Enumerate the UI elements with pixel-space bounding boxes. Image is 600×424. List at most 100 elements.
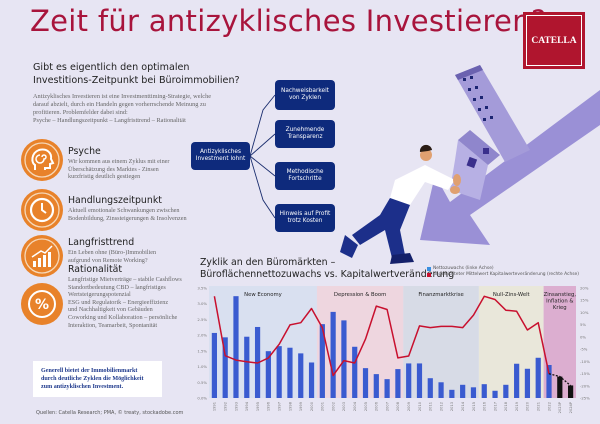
x-axis-tick: 2012 bbox=[439, 402, 443, 411]
intro-text: Antizyklisches Investieren ist eine Inve… bbox=[33, 93, 213, 125]
intro-problem-list: Psyche – Handlungszeitpunkt – Langfristt… bbox=[33, 117, 186, 125]
x-axis-tick: 1999 bbox=[299, 401, 303, 411]
x-axis-tick: 2003 bbox=[342, 402, 346, 411]
bar bbox=[244, 336, 250, 398]
illustration-man-pushing-building bbox=[340, 65, 600, 264]
right-axis-tick: 15% bbox=[580, 298, 589, 303]
bar bbox=[546, 365, 552, 398]
x-axis-tick: 1995 bbox=[256, 402, 260, 411]
phase-label: Zinsanstieg, bbox=[544, 292, 577, 298]
factor-text-langfristtrend: Ein Leben ohne (Büro-)Immobilien aufgrun… bbox=[68, 249, 157, 264]
right-axis-tick: -25% bbox=[580, 396, 590, 401]
bar bbox=[384, 379, 390, 398]
phase-label: Finanzmarktkrise bbox=[418, 292, 463, 298]
left-axis-tick: 3.5% bbox=[197, 286, 207, 291]
growth-chart-icon bbox=[21, 235, 63, 277]
list-item: Interaktion, Teamarbeit, Spontanität bbox=[68, 321, 158, 329]
x-axis-tick: 2022 bbox=[547, 402, 551, 411]
diagram-branch-box: Methodische Fortschritte bbox=[275, 162, 335, 190]
bar bbox=[287, 347, 293, 398]
bar bbox=[222, 337, 228, 398]
chart-title: Zyklik an den Büromärkten – Büroflächenn… bbox=[200, 257, 454, 281]
legend-swatch bbox=[427, 267, 431, 271]
bar bbox=[330, 311, 336, 398]
subtitle: Gibt es eigentlich den optimalen Investi… bbox=[33, 61, 240, 87]
x-axis-tick: 2023P bbox=[558, 401, 562, 413]
factor-text-psyche: Wir kommen aus einem Zyklus mit einer Üb… bbox=[68, 158, 170, 181]
x-axis-tick: 2010 bbox=[418, 401, 422, 411]
right-axis-tick: 10% bbox=[580, 310, 589, 315]
x-axis-tick: 2007 bbox=[385, 402, 389, 411]
phase-band bbox=[403, 286, 479, 398]
legend-label: Nettozuwachs (linke Achse) bbox=[433, 266, 494, 271]
phase-band bbox=[316, 286, 404, 398]
legend-item-bars: Nettozuwachs (linke Achse) bbox=[427, 266, 579, 272]
factor-title-langfristtrend: Langfristtrend bbox=[68, 237, 135, 248]
right-axis-tick: 5% bbox=[580, 322, 586, 327]
legend-swatch bbox=[427, 273, 431, 277]
bar bbox=[460, 384, 466, 398]
x-axis-tick: 2017 bbox=[493, 402, 497, 411]
x-axis-tick: 1997 bbox=[277, 402, 281, 411]
list-item: Wertsteigerungspotenzial bbox=[68, 291, 131, 299]
bar bbox=[492, 390, 498, 398]
legend-item-line: ungewichteter Mittelwert Kapitalwertever… bbox=[427, 272, 579, 278]
percent-icon: % bbox=[21, 283, 63, 325]
x-axis-tick: 2018 bbox=[504, 401, 508, 411]
chart-legend: Nettozuwachs (linke Achse) ungewichteter… bbox=[427, 266, 579, 278]
bar bbox=[373, 374, 379, 398]
diagram-branch-box: Hinweis auf Profit trotz Kosten bbox=[275, 204, 335, 232]
x-axis-tick: 2011 bbox=[429, 402, 433, 411]
house-icon bbox=[450, 130, 500, 200]
right-axis-tick: 20% bbox=[580, 286, 589, 291]
bar bbox=[362, 368, 369, 398]
x-axis-tick: 2019 bbox=[515, 401, 519, 411]
left-axis-tick: 0.0% bbox=[197, 396, 207, 401]
bar bbox=[438, 382, 444, 398]
left-axis-tick: 3.0% bbox=[197, 301, 207, 306]
x-axis-tick: 1994 bbox=[245, 401, 249, 411]
x-axis-tick: 2001 bbox=[321, 402, 325, 411]
x-axis-tick: 2020 bbox=[526, 401, 530, 411]
phase-label: New Economy bbox=[244, 292, 282, 298]
right-axis-tick: -20% bbox=[580, 383, 590, 388]
x-axis-tick: 2015 bbox=[472, 402, 476, 411]
phase-label: Krieg bbox=[553, 305, 567, 311]
x-axis-tick: 2005 bbox=[364, 402, 368, 411]
svg-text:%: % bbox=[35, 297, 49, 313]
x-axis-tick: 1996 bbox=[267, 401, 271, 411]
bar bbox=[470, 387, 477, 398]
x-axis-tick: 2013 bbox=[450, 402, 454, 411]
bar bbox=[416, 363, 423, 398]
x-axis-tick: 2000 bbox=[310, 401, 314, 411]
bar bbox=[298, 353, 304, 398]
x-axis-tick: 1998 bbox=[288, 401, 292, 411]
bar bbox=[568, 385, 574, 398]
x-axis-tick: 2016 bbox=[483, 401, 487, 411]
bar bbox=[233, 296, 239, 398]
series-line bbox=[213, 295, 550, 377]
diagram-center-box: Antizyklisches Investment lohnt bbox=[191, 142, 250, 170]
factor-text-handlungszeitpunkt: Aktuell emotionale Schwankungen zwischen… bbox=[68, 207, 187, 222]
right-axis-tick: 0% bbox=[580, 334, 586, 339]
list-item: Coworking und Kollaboration – persönlich… bbox=[68, 313, 178, 321]
x-axis-tick: 2009 bbox=[407, 401, 411, 411]
bar bbox=[427, 378, 433, 398]
chart-title-line: Büroflächennettozuwachs vs. Kapitalwertv… bbox=[200, 269, 455, 280]
x-axis-tick: 2002 bbox=[331, 402, 335, 411]
bar bbox=[535, 357, 541, 398]
x-axis-tick: 2006 bbox=[375, 401, 379, 411]
down-arrow-icon bbox=[420, 90, 600, 245]
factor-title-psyche: Psyche bbox=[68, 146, 101, 157]
head-spiral-icon bbox=[21, 139, 63, 181]
phase-label: Null-Zins-Welt bbox=[493, 292, 530, 298]
x-axis-tick: 2004 bbox=[353, 401, 357, 411]
left-axis-tick: 0.5% bbox=[197, 380, 207, 385]
bar bbox=[341, 320, 347, 398]
man-figure bbox=[340, 144, 461, 264]
list-item: und Nachhaltigkeit von Gebäuden bbox=[68, 306, 153, 314]
x-axis-tick: 1993 bbox=[234, 402, 238, 411]
left-axis-tick: 2.0% bbox=[197, 333, 207, 338]
left-axis-tick: 1.0% bbox=[197, 364, 207, 369]
